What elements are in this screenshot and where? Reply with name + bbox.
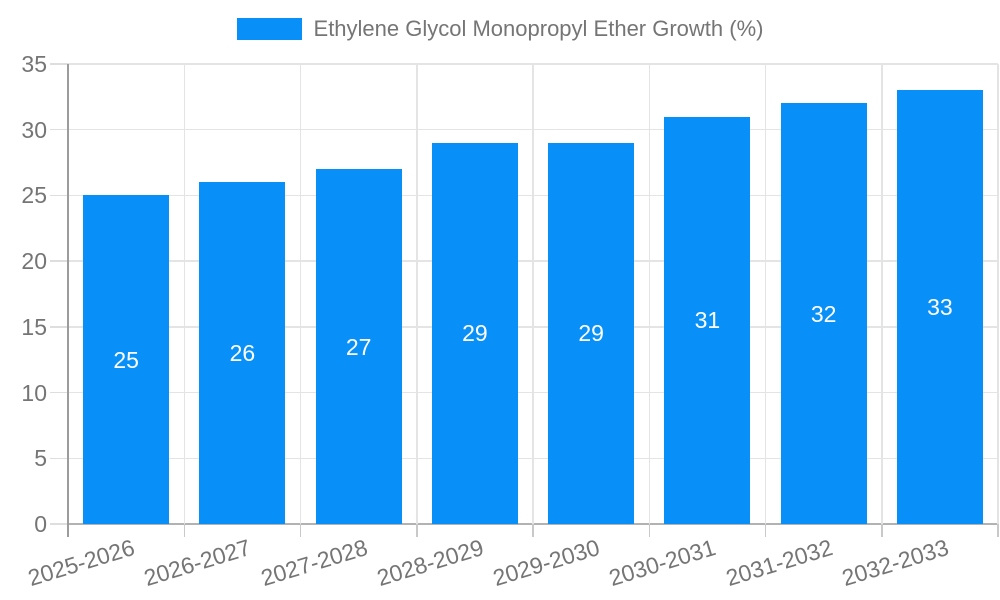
y-axis-label: 5	[34, 445, 47, 472]
x-axis-tick	[532, 524, 534, 537]
gridline-vertical	[416, 64, 418, 524]
y-axis-tick	[50, 128, 68, 131]
bar-value-label: 26	[229, 340, 256, 367]
y-axis-tick	[50, 194, 68, 197]
bar-value-label: 29	[462, 320, 488, 347]
bar[interactable]	[548, 142, 635, 524]
x-axis-tick	[648, 524, 650, 537]
bar[interactable]	[199, 182, 286, 524]
bar[interactable]	[896, 90, 983, 524]
legend-swatch	[236, 18, 302, 40]
y-axis-tick	[50, 63, 68, 65]
bar[interactable]	[83, 195, 170, 524]
bar-value-label: 33	[927, 294, 953, 321]
y-axis-tick	[50, 260, 68, 262]
bar-value-label: 27	[345, 333, 372, 360]
y-axis-tick	[50, 326, 68, 328]
y-axis-line	[67, 64, 69, 537]
y-axis-tick	[50, 457, 68, 460]
y-axis-label: 30	[21, 116, 47, 143]
x-axis-tick	[881, 524, 883, 537]
gridline-vertical	[881, 64, 883, 524]
y-axis-label: 0	[34, 511, 47, 537]
bar[interactable]	[431, 142, 518, 524]
y-axis-label: 15	[21, 313, 47, 340]
y-axis-tick	[50, 523, 68, 525]
bar-value-label: 29	[578, 320, 604, 347]
y-axis-tick	[50, 391, 68, 394]
bar-value-label: 25	[113, 346, 139, 373]
gridline-vertical	[532, 64, 534, 524]
x-axis-tick	[416, 524, 418, 537]
y-axis-label: 20	[21, 248, 47, 275]
gridline-vertical	[764, 64, 767, 524]
x-axis-tick	[299, 524, 302, 537]
bar[interactable]	[315, 169, 402, 524]
bar[interactable]	[664, 116, 751, 524]
legend[interactable]: Ethylene Glycol Monopropyl Ether Growth …	[0, 17, 1000, 41]
x-axis-tick	[997, 524, 999, 537]
x-axis-tick	[183, 524, 185, 537]
y-axis-label: 25	[21, 182, 47, 209]
x-axis-tick	[764, 524, 767, 537]
y-axis-label: 35	[21, 51, 47, 77]
bar-value-label: 31	[694, 307, 721, 334]
legend-label: Ethylene Glycol Monopropyl Ether Growth …	[313, 16, 764, 41]
bar-value-label: 32	[810, 300, 837, 327]
gridline-vertical	[299, 64, 302, 524]
y-axis-label: 10	[21, 379, 47, 406]
gridline-vertical	[648, 64, 650, 524]
gridline-vertical	[183, 64, 185, 524]
gridline-vertical	[997, 64, 999, 524]
bar[interactable]	[780, 103, 867, 524]
